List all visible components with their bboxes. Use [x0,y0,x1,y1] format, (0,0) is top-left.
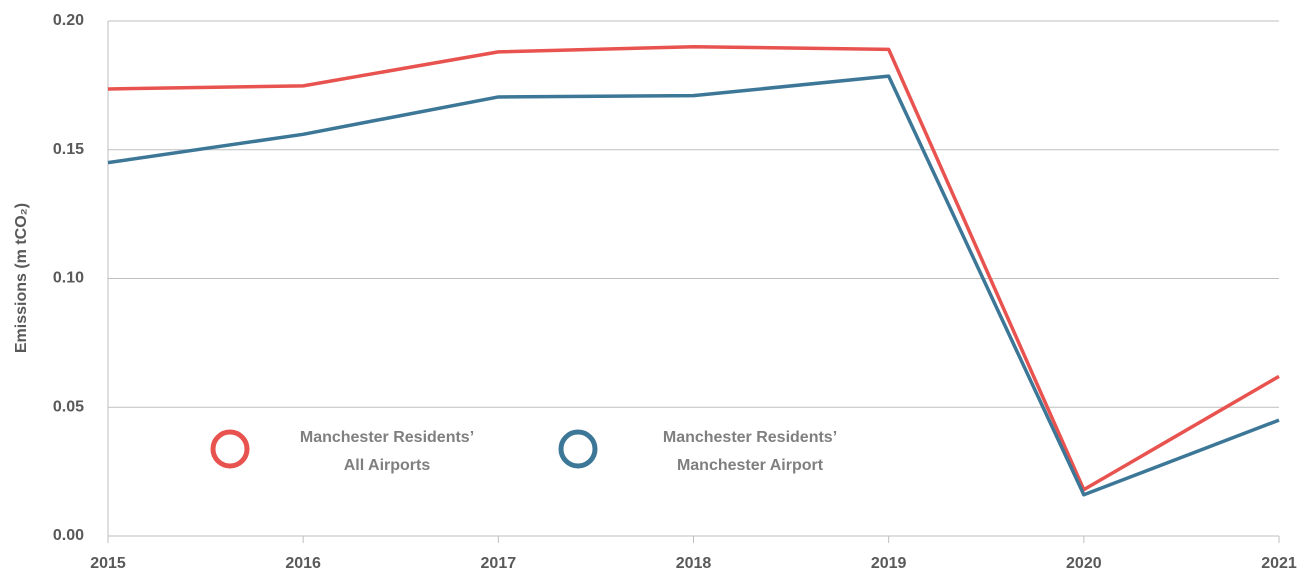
y-tick-label: 0.05 [53,398,84,415]
x-tick-label: 2020 [1066,555,1102,572]
series-line [107,45,1280,492]
legend-label: Manchester Residents’ All Airports [299,429,475,474]
x-tick-label: 2019 [871,555,907,572]
x-tick-label: 2016 [285,555,321,572]
legend-marker [210,429,250,469]
y-tick-label: 0.15 [53,141,84,158]
y-tick-label: 0.10 [53,270,84,287]
x-tick-label: 2021 [1261,555,1297,572]
x-tick-label: 2017 [481,555,517,572]
y-axis-label: Emissions (m tCO₂) [13,203,30,353]
y-tick-label: 0.20 [53,12,84,29]
y-tick-label: 0.00 [53,527,84,544]
legend-label: Manchester Residents’ Manchester Airport [662,429,838,474]
x-tick-label: 2015 [90,555,126,572]
series-line [107,74,1280,497]
x-tick-label: 2018 [676,555,712,572]
legend-marker [558,429,598,469]
